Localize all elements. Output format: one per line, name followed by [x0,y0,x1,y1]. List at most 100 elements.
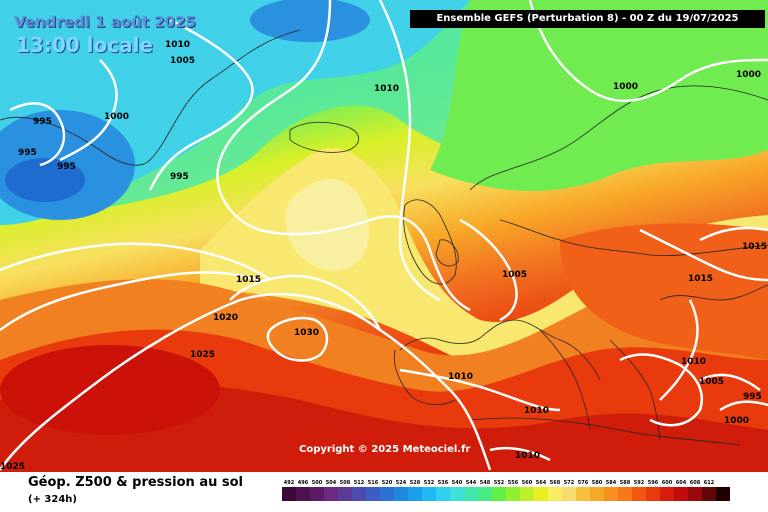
scale-step: 596 [646,479,660,509]
scale-step-label: 528 [409,480,421,486]
scale-step-label: 540 [451,480,463,486]
scale-step-label: 496 [297,480,309,486]
scale-step: 540 [450,479,464,509]
scale-step: 544 [464,479,478,509]
scale-step-label: 564 [535,480,547,486]
scale-swatch [422,487,436,501]
scale-step-label: 596 [647,480,659,486]
scale-swatch [282,487,296,501]
scale-swatch [436,487,450,501]
forecast-time: 13:00 locale [16,33,153,57]
scale-step: 560 [520,479,534,509]
scale-step: 492 [282,479,296,509]
scale-step-label: 492 [283,480,295,486]
scale-swatch [450,487,464,501]
scale-step-label: 536 [437,480,449,486]
isobar-label: 995 [33,117,52,127]
scale-swatch [674,487,688,501]
scale-step-label: 548 [479,480,491,486]
isobar-label: 1020 [213,313,238,323]
scale-swatch [590,487,604,501]
isobar-label: 1005 [502,270,527,280]
scale-swatch [646,487,660,501]
scale-step: 580 [590,479,604,509]
scale-swatch [394,487,408,501]
isobar-label: 1000 [613,82,638,92]
scale-step-label: 552 [493,480,505,486]
copyright-notice: Copyright © 2025 Meteociel.fr [299,444,471,455]
scale-step: 604 [674,479,688,509]
scale-swatch [562,487,576,501]
isobar-label: 1025 [190,350,215,360]
scale-swatch [688,487,702,501]
scale-step-label: 556 [507,480,519,486]
isobar-label: 1010 [374,84,399,94]
scale-step: 564 [534,479,548,509]
scale-step-label: 524 [395,480,407,486]
scale-swatch [366,487,380,501]
northern-low [250,0,370,42]
color-scale: 492 496 500 504 508 512 516 520 524 528 532 536 540 5… [282,479,730,509]
isobar-label: 1015 [236,275,261,285]
scale-step-label: 584 [605,480,617,486]
scale-step: 516 [366,479,380,509]
scale-step-label: 576 [577,480,589,486]
scale-swatch [604,487,618,501]
scale-swatch [338,487,352,501]
scale-swatch [352,487,366,501]
scale-swatch [702,487,716,501]
scale-swatch [296,487,310,501]
scale-step-label: 568 [549,480,561,486]
isobar-label: 995 [18,148,37,158]
scale-step: 600 [660,479,674,509]
scale-step-label: 500 [311,480,323,486]
scale-step: 612 [702,479,716,509]
scale-swatch [548,487,562,501]
scale-step: 520 [380,479,394,509]
scale-step: 548 [478,479,492,509]
scale-step-label: 532 [423,480,435,486]
scale-step-label: 516 [367,480,379,486]
scale-swatch [478,487,492,501]
scale-swatch [506,487,520,501]
scale-step-label: 508 [339,480,351,486]
isobar-label: 1015 [742,242,767,252]
scale-step: 504 [324,479,338,509]
scale-step-label: 612 [703,480,715,486]
scale-swatch [716,487,730,501]
scale-step: 532 [422,479,436,509]
scale-swatch [408,487,422,501]
scale-step: 508 [338,479,352,509]
isobar-label: 1030 [294,328,319,338]
isobar-label: 995 [743,392,762,402]
legend-title: Géop. Z500 & pression au sol [28,475,243,490]
isobar-label: 1025 [0,462,25,472]
scale-step [716,479,730,509]
scale-step: 576 [576,479,590,509]
isobar-label: 1005 [170,56,195,66]
isobar-label: 1000 [104,112,129,122]
scale-step: 556 [506,479,520,509]
subtropical-high [0,345,220,435]
low-pressure-inner [5,158,85,202]
scale-swatch [380,487,394,501]
scale-step-label: 580 [591,480,603,486]
scale-step: 496 [296,479,310,509]
scale-swatch [310,487,324,501]
ridge-light [285,179,370,271]
scale-swatch [492,487,506,501]
scale-step: 592 [632,479,646,509]
isobar-label: 1005 [699,377,724,387]
isobar-label: 1010 [165,40,190,50]
run-banner: Ensemble GEFS (Perturbation 8) - 00 Z du… [410,10,765,28]
scale-step-label: 608 [689,480,701,486]
scale-step: 608 [688,479,702,509]
scale-step-label: 588 [619,480,631,486]
scale-step-label: 592 [633,480,645,486]
scale-step: 524 [394,479,408,509]
east-europe-warm [560,223,768,360]
scale-step: 512 [352,479,366,509]
scale-swatch [464,487,478,501]
isobar-label: 1015 [688,274,713,284]
scale-swatch [576,487,590,501]
